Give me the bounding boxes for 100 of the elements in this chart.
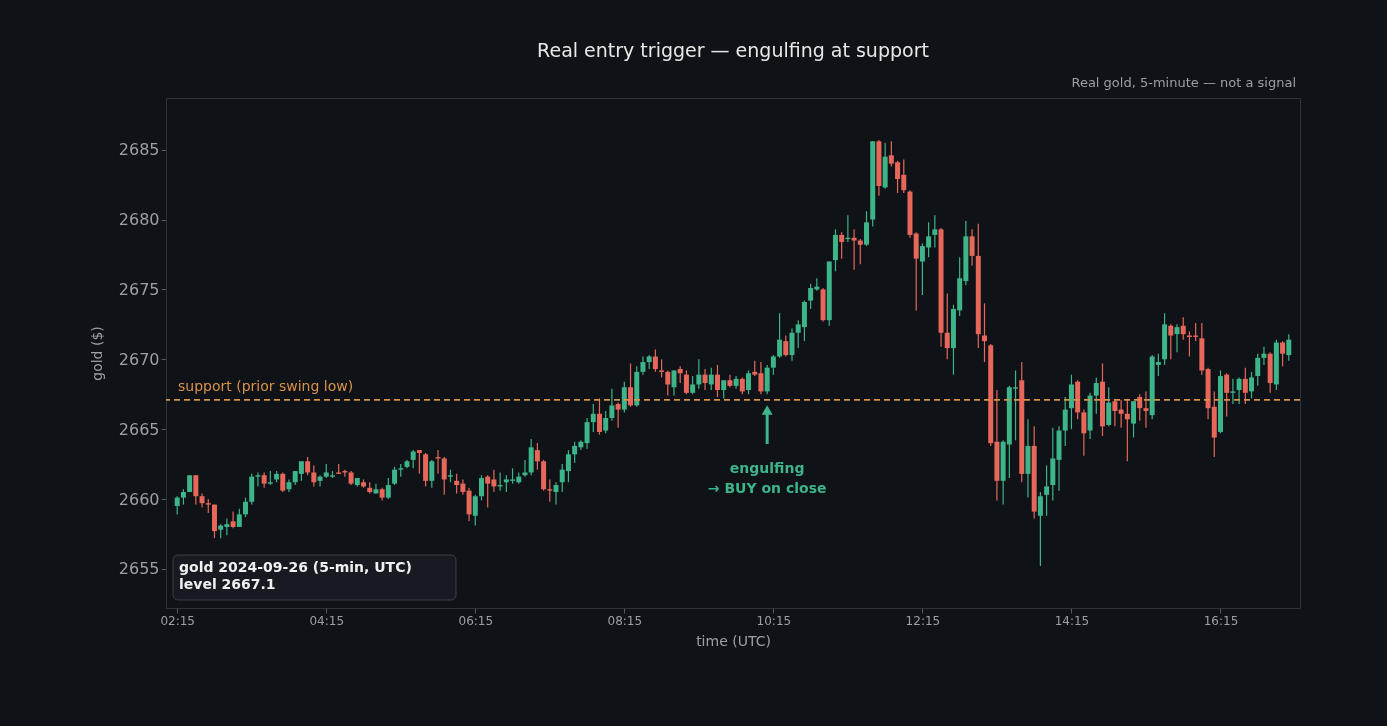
candlestick: [777, 312, 783, 359]
candlestick: [1224, 372, 1230, 418]
candlestick: [628, 362, 634, 408]
candlestick: [1068, 374, 1074, 430]
candlestick: [665, 369, 671, 397]
candlestick: [305, 456, 311, 476]
x-tick-label: 10:15: [756, 613, 792, 628]
candlestick: [479, 474, 484, 502]
candlestick: [1118, 399, 1124, 429]
candlestick: [230, 510, 236, 529]
x-axis-title: time (UTC): [696, 632, 771, 649]
candlestick: [640, 355, 646, 376]
candlestick: [615, 402, 621, 429]
candlestick: [317, 474, 323, 488]
candlestick: [441, 456, 447, 496]
candlestick: [609, 388, 615, 422]
candlestick: [969, 228, 975, 267]
candlestick: [690, 375, 696, 395]
candlestick: [1112, 399, 1118, 427]
candlestick: [746, 369, 752, 395]
candlestick: [255, 471, 261, 488]
candlestick: [783, 334, 789, 358]
candlestick: [702, 368, 708, 391]
candlestick: [1236, 376, 1242, 405]
y-tick-label: 2675: [118, 279, 160, 299]
candlestick: [392, 466, 398, 486]
x-tick-label: 14:15: [1054, 613, 1090, 628]
x-tick-label: 06:15: [458, 613, 494, 628]
candlestick: [671, 369, 677, 397]
candlestick: [1044, 464, 1050, 517]
candlestick: [621, 381, 627, 413]
candlestick: [789, 327, 795, 362]
candlestick: [764, 364, 770, 395]
candlestick: [1174, 323, 1180, 353]
candlestick: [770, 354, 776, 376]
candlestick: [243, 497, 249, 518]
candlestick: [584, 417, 590, 450]
candlestick: [1230, 378, 1236, 405]
candlestick: [1242, 367, 1248, 405]
candlestick: [1255, 353, 1261, 387]
y-tick-label: 2660: [118, 489, 160, 509]
candlestick: [553, 481, 559, 506]
candlestick: [466, 487, 472, 522]
chart-subtitle: Real gold, 5-minute — not a signal: [1071, 75, 1296, 90]
candlestick: [652, 348, 658, 373]
candlestick: [1106, 386, 1112, 427]
candlestick: [714, 364, 720, 398]
candlestick: [857, 238, 863, 265]
x-tick-label: 02:15: [160, 613, 196, 628]
candlestick: [429, 459, 435, 489]
ref-line-label: support (prior swing low): [178, 377, 354, 394]
candlestick: [864, 210, 870, 247]
candlestick: [1280, 340, 1286, 367]
annotation: gold 2024-09-26 (5-min, UTC) level 2667.1: [179, 559, 412, 592]
candlestick: [1261, 346, 1267, 366]
candlestick: [311, 464, 317, 488]
candlestick: [1180, 316, 1186, 341]
y-tick-label: 2685: [118, 140, 160, 160]
y-tick-label: 2655: [118, 559, 160, 579]
candlestick: [547, 478, 553, 503]
candlestick: [236, 508, 242, 528]
candlestick: [596, 397, 602, 436]
candlestick: [944, 293, 950, 360]
annotation: engulfing → BUY on close: [707, 460, 827, 496]
candlestick: [410, 449, 416, 469]
candlestick: [1249, 371, 1255, 400]
candlestick: [1168, 323, 1174, 360]
candlestick: [1143, 390, 1149, 429]
candlestick: [280, 471, 286, 493]
candlestick: [385, 477, 391, 500]
chart-title: Real entry trigger — engulfing at support: [537, 39, 929, 61]
candlestick: [839, 231, 845, 260]
candlestick: [534, 442, 540, 471]
candlestick: [1093, 376, 1099, 415]
y-tick-label: 2665: [118, 419, 160, 439]
candlestick: [708, 367, 714, 391]
candlestick: [193, 474, 199, 506]
y-tick-label: 2680: [118, 210, 160, 230]
candlestick: [1062, 396, 1068, 447]
candlestick: [683, 369, 689, 395]
x-tick-label: 04:15: [309, 613, 345, 628]
candlestick: [721, 379, 727, 400]
candlestick: [696, 358, 702, 390]
candlestick: [590, 403, 596, 433]
candlestick: [522, 459, 528, 478]
candlestick: [1037, 491, 1043, 567]
x-tick-label: 16:15: [1203, 613, 1239, 628]
candlestick: [1081, 408, 1087, 457]
candlestick: [1286, 333, 1292, 362]
candlestick: [1131, 400, 1137, 439]
candlestick: [174, 495, 180, 515]
y-tick-label: 2670: [118, 349, 160, 369]
candlestick: [659, 358, 665, 379]
x-tick-label: 08:15: [607, 613, 643, 628]
candlestick: [472, 494, 478, 527]
candlestick: [851, 228, 857, 271]
y-axis-title: gold ($): [88, 326, 105, 381]
candlestick: [603, 410, 609, 434]
x-tick-label: 12:15: [905, 613, 941, 628]
candlestick: [416, 449, 422, 475]
